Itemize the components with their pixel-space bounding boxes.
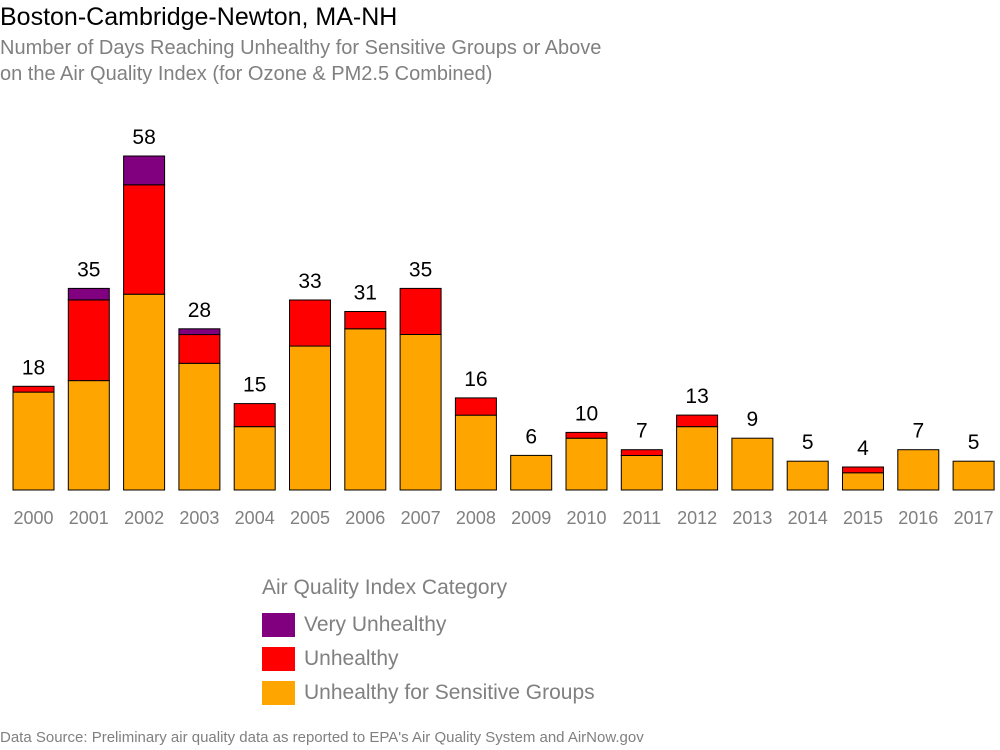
bar-segment (123, 184, 166, 295)
bar-segment (123, 293, 166, 491)
total-label: 6 (525, 425, 537, 448)
legend-title: Air Quality Index Category (262, 576, 508, 599)
total-label: 15 (243, 374, 266, 397)
data-source-note: Data Source: Preliminary air quality dat… (0, 729, 644, 746)
x-tick-label: 2003 (179, 508, 219, 528)
total-label: 28 (188, 299, 211, 322)
bar-segment (178, 362, 221, 491)
total-label: 31 (354, 282, 377, 305)
bar-segment (565, 431, 608, 439)
x-tick-label: 2002 (124, 508, 164, 528)
bar-segment (233, 426, 276, 491)
bar-segment (67, 287, 110, 301)
total-label: 5 (802, 431, 814, 454)
bar-segment (454, 397, 497, 416)
x-tick-labels-layer: 2000 2001 2002 2003 2004 2005 2006 2007 2008 2009… (13, 508, 993, 528)
bars-layer (12, 155, 995, 491)
x-tick-label: 2006 (345, 508, 385, 528)
total-label: 18 (22, 356, 45, 379)
bar-segment (842, 466, 884, 474)
x-tick-label: 2005 (290, 508, 330, 528)
bar-segment (952, 460, 995, 491)
legend-label-unhealthy-sensitive: Unhealthy for Sensitive Groups (304, 681, 595, 704)
x-tick-label: 2014 (788, 508, 828, 528)
bar-segment (289, 299, 331, 347)
total-label: 7 (912, 420, 924, 443)
total-label: 10 (575, 402, 598, 425)
chart-subtitle-line-1: Number of Days Reaching Unhealthy for Se… (0, 37, 602, 59)
legend-item-unhealthy: Unhealthy (262, 642, 595, 676)
bar-segment (12, 385, 55, 393)
total-label: 13 (685, 385, 708, 408)
legend-item-very-unhealthy: Very Unhealthy (262, 608, 595, 642)
chart-subtitle-line-2: on the Air Quality Index (for Ozone & PM… (0, 63, 493, 85)
bar-segment (786, 460, 829, 491)
bar-segment (67, 380, 110, 491)
total-label: 5 (968, 431, 980, 454)
legend-item-unhealthy-sensitive: Unhealthy for Sensitive Groups (262, 676, 595, 710)
bar-segment (620, 449, 663, 457)
x-tick-label: 2016 (898, 508, 938, 528)
bar-segment (123, 155, 166, 186)
x-tick-label: 2004 (235, 508, 275, 528)
bar-segment (897, 449, 940, 491)
total-label: 35 (77, 258, 100, 281)
x-tick-label: 2017 (954, 508, 994, 528)
bar-segment (565, 437, 608, 491)
legend-swatch-very-unhealthy (262, 613, 295, 637)
legend-swatch-unhealthy-sensitive (262, 681, 295, 705)
bar-segment (178, 328, 221, 336)
bar-segment (178, 334, 221, 364)
x-tick-label: 2011 (622, 508, 661, 528)
bar-segment (67, 299, 110, 382)
x-tick-label: 2012 (677, 508, 717, 528)
bar-segment (454, 414, 497, 491)
x-tick-label: 2007 (401, 508, 441, 528)
total-label: 4 (857, 437, 869, 460)
bar-segment (344, 311, 387, 330)
x-tick-label: 2010 (566, 508, 606, 528)
legend-label-very-unhealthy: Very Unhealthy (304, 613, 447, 636)
bar-segment (399, 334, 442, 491)
bar-segment (289, 345, 331, 491)
x-tick-label: 2008 (456, 508, 496, 528)
total-labels-layer: 18 35 58 28 15 33 31 35 16 6 10 7 13 9 5 4 7 5 (22, 126, 980, 460)
total-label: 16 (464, 368, 487, 391)
chart-title: Boston-Cambridge-Newton, MA-NH (0, 3, 398, 31)
total-label: 7 (636, 420, 648, 443)
legend: Air Quality Index Category Very Unhealth… (262, 576, 595, 710)
bar-segment (233, 403, 276, 428)
bar-segment (12, 391, 55, 491)
bar-segment (676, 414, 719, 428)
bar-segment (399, 287, 442, 335)
bar-segment (620, 454, 663, 491)
bar-segment (842, 472, 884, 491)
total-label: 9 (747, 408, 759, 431)
bar-segment (676, 426, 719, 491)
bar-segment (731, 437, 774, 491)
x-tick-label: 2009 (511, 508, 551, 528)
total-label: 58 (132, 126, 155, 149)
x-tick-label: 2001 (69, 508, 109, 528)
bar-segment (344, 328, 387, 491)
legend-swatch-unhealthy (262, 647, 295, 671)
total-label: 33 (298, 270, 321, 293)
x-tick-label: 2000 (13, 508, 53, 528)
total-label: 35 (409, 258, 432, 281)
legend-label-unhealthy: Unhealthy (304, 647, 399, 670)
x-tick-label: 2013 (732, 508, 772, 528)
bar-segment (510, 454, 553, 491)
x-tick-label: 2015 (843, 508, 883, 528)
